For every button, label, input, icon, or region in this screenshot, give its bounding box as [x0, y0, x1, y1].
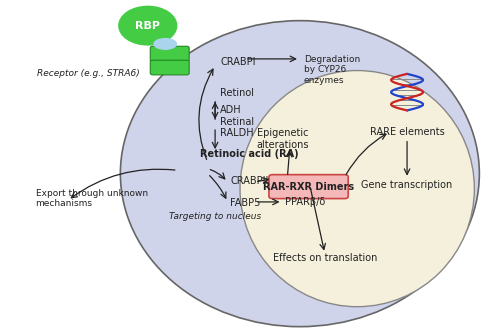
Text: Effects on translation: Effects on translation [272, 254, 377, 264]
Text: RBP: RBP [136, 21, 160, 31]
Text: Targeting to nucleus: Targeting to nucleus [169, 212, 261, 221]
Text: Retinoic acid (RA): Retinoic acid (RA) [200, 149, 299, 159]
Text: RALDH: RALDH [220, 128, 254, 138]
Text: Export through unknown
mechanisms: Export through unknown mechanisms [36, 189, 148, 208]
FancyBboxPatch shape [269, 175, 348, 199]
Text: Epigenetic
alterations: Epigenetic alterations [256, 128, 308, 150]
Text: CRABPI: CRABPI [220, 56, 256, 66]
Text: CRABPII: CRABPII [230, 176, 268, 186]
Text: PPARβ/δ: PPARβ/δ [285, 197, 325, 207]
Ellipse shape [154, 39, 176, 49]
Text: Degradation
by CYP26
enzymes: Degradation by CYP26 enzymes [304, 55, 360, 85]
Circle shape [119, 6, 176, 45]
Text: Gene transcription: Gene transcription [362, 180, 452, 190]
Text: Receptor (e.g., STRA6): Receptor (e.g., STRA6) [36, 69, 140, 78]
Text: Retinol: Retinol [220, 88, 254, 98]
Text: RARE elements: RARE elements [370, 127, 444, 137]
Ellipse shape [240, 70, 474, 307]
Text: RAR-RXR Dimers: RAR-RXR Dimers [264, 182, 354, 192]
Text: ADH: ADH [220, 106, 242, 116]
FancyBboxPatch shape [150, 60, 189, 75]
FancyBboxPatch shape [150, 46, 189, 61]
Ellipse shape [120, 21, 480, 327]
Text: FABP5: FABP5 [230, 198, 260, 208]
Text: Retinal: Retinal [220, 117, 254, 127]
